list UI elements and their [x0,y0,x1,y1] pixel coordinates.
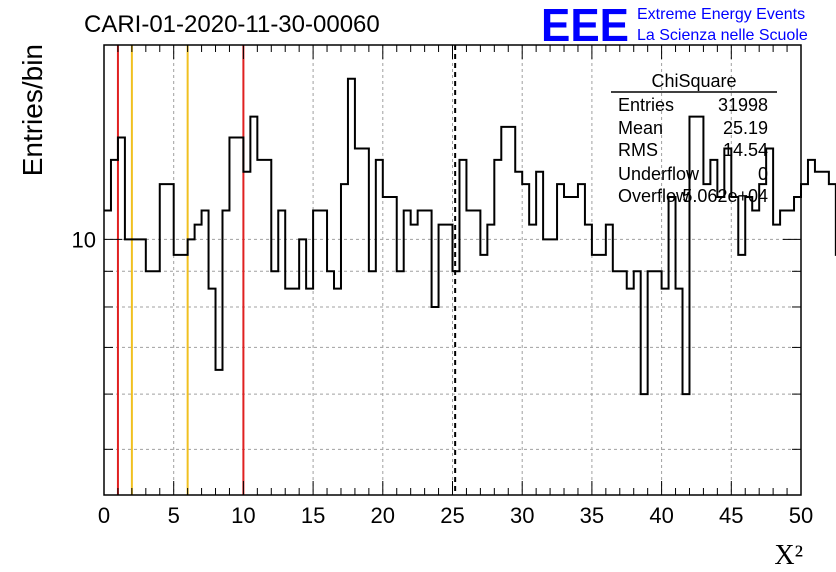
stats-value-overflow: 5.062e+04 [682,186,768,206]
logo-line1: Extreme Energy Events [637,6,805,23]
x-tick-label: 45 [719,503,743,528]
stats-value-underflow: 0 [758,164,768,184]
stats-value-entries: 31998 [718,95,768,115]
x-tick-label: 40 [649,503,673,528]
y-tick-labels: 10 [72,227,96,252]
histogram-line [104,77,836,396]
reference-lines [116,45,457,495]
eee-logo: EEE Extreme Energy Events La Scienza nel… [541,0,808,51]
histogram-series [104,77,836,396]
logo-mark: EEE [541,0,629,51]
stats-label-underflow: Underflow [618,164,700,184]
x-tick-label: 20 [371,503,395,528]
x-tick-label: 25 [440,503,464,528]
logo-line2: La Scienza nelle Scuole [637,27,808,44]
y-tick-label: 10 [72,227,96,252]
stats-value-rms: 14.54 [723,140,768,160]
x-tick-label: 50 [789,503,813,528]
x-tick-label: 10 [231,503,255,528]
stats-label-mean: Mean [618,118,663,138]
chart-title: CARI-01-2020-11-30-00060 [84,11,380,38]
plot-frame [103,44,802,496]
stats-label-overflow: Overflow [618,186,690,206]
x-axis-title: X² [774,540,803,571]
x-tick-label: 15 [301,503,325,528]
stats-box: ChiSquare Entries 31998 Mean 25.19 RMS 1… [611,71,777,206]
stats-label-entries: Entries [618,95,674,115]
x-tick-label: 5 [168,503,180,528]
x-tick-label: 0 [98,503,110,528]
x-tick-label: 35 [580,503,604,528]
stats-value-mean: 25.19 [723,118,768,138]
y-axis-title: Entries/bin [17,44,48,176]
x-tick-label: 30 [510,503,534,528]
stats-title: ChiSquare [651,71,736,91]
stats-label-rms: RMS [618,140,658,160]
x-tick-labels: 0 5 10 15 20 25 30 35 40 45 50 [98,503,813,528]
